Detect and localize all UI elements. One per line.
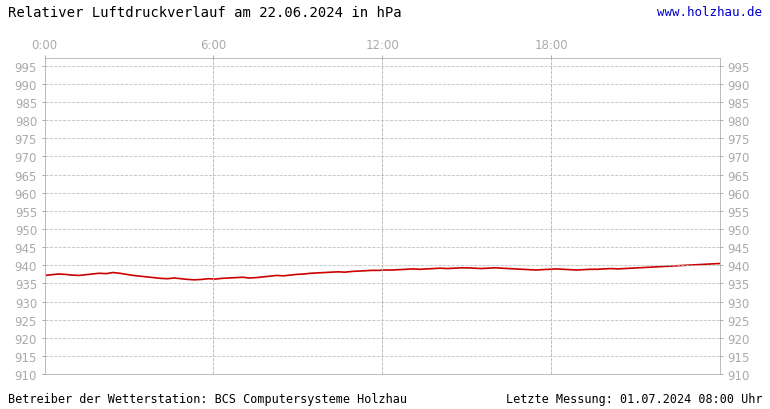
Text: Letzte Messung: 01.07.2024 08:00 Uhr: Letzte Messung: 01.07.2024 08:00 Uhr xyxy=(506,392,762,405)
Text: www.holzhau.de: www.holzhau.de xyxy=(658,6,762,19)
Text: Relativer Luftdruckverlauf am 22.06.2024 in hPa: Relativer Luftdruckverlauf am 22.06.2024… xyxy=(8,6,401,20)
Text: Betreiber der Wetterstation: BCS Computersysteme Holzhau: Betreiber der Wetterstation: BCS Compute… xyxy=(8,392,407,405)
